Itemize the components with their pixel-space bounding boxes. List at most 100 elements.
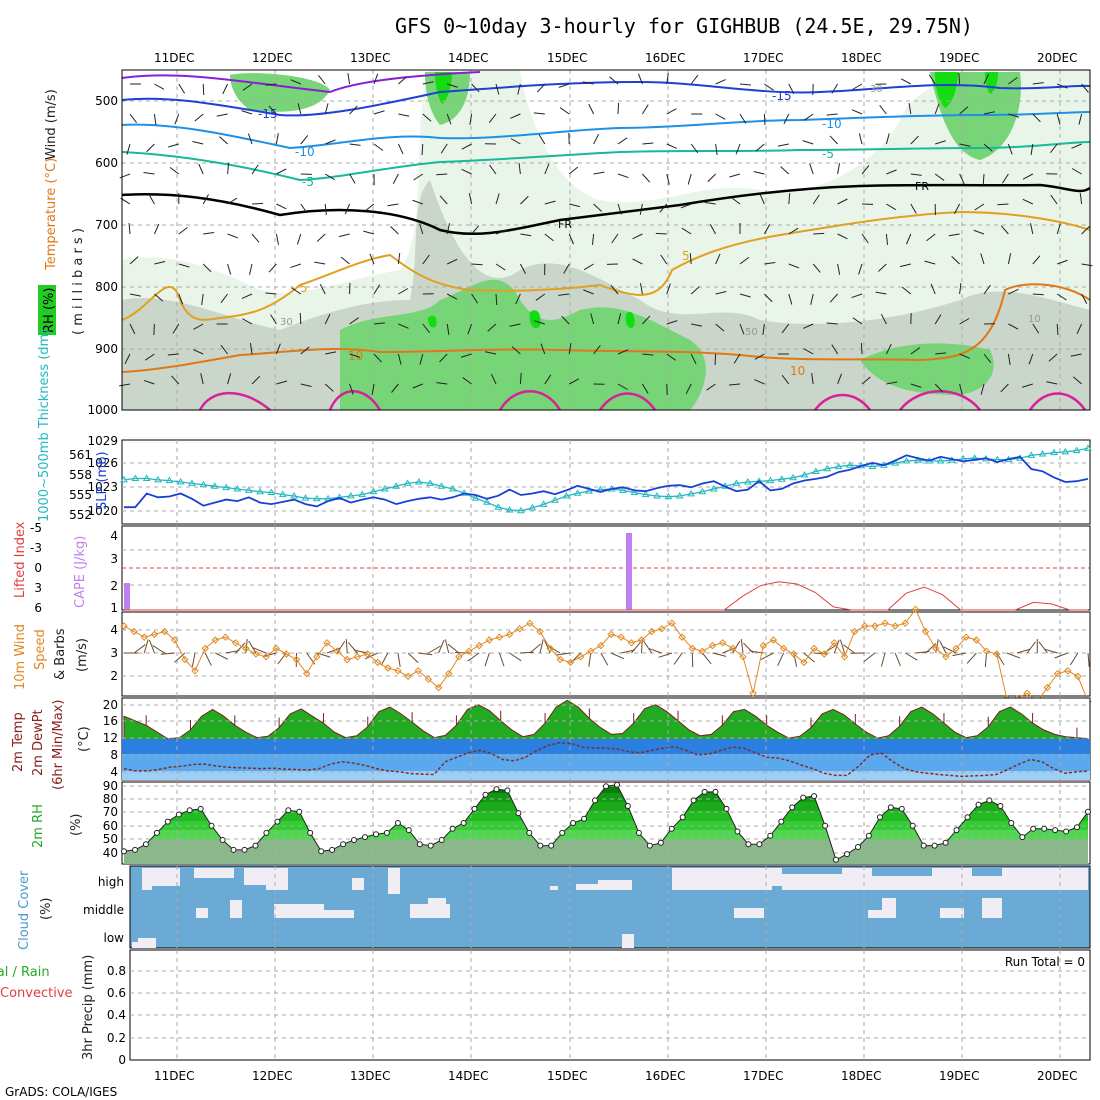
- thickness-point: [834, 462, 843, 470]
- upper-barb: [538, 134, 546, 145]
- rh2m-point: [175, 811, 182, 818]
- upper-barb: [119, 383, 131, 387]
- rh2m-point: [898, 805, 905, 812]
- rh2m-point: [362, 834, 368, 841]
- upper-barb: [860, 342, 863, 355]
- upper-barb: [831, 83, 839, 94]
- upper-barb: [461, 168, 472, 175]
- wind10-point: [475, 641, 483, 650]
- wind10-barb: [952, 652, 967, 657]
- upper-barb: [270, 314, 277, 325]
- wind10-barb: [894, 652, 901, 667]
- wind10-point: [465, 647, 473, 655]
- wind10-barb: [447, 643, 460, 654]
- thickness-point: [267, 488, 276, 495]
- rh2m-point: [416, 841, 423, 848]
- day-label: 19DEC: [939, 51, 979, 65]
- upper-mb-label: ( m i l l i b a r s ): [71, 228, 86, 335]
- cape-bar: [124, 583, 130, 610]
- upper-barb: [154, 293, 164, 302]
- chart-title: GFS 0~10day 3-hourly for GIGHBUB (24.5E,…: [395, 14, 973, 38]
- upper-barb: [583, 263, 594, 271]
- wind10-barb: [397, 652, 401, 667]
- upper-barb: [518, 163, 521, 175]
- upper-barb: [446, 258, 458, 265]
- upper-barb: [910, 135, 919, 145]
- upper-barb: [886, 381, 898, 385]
- wind10-barb: [740, 639, 744, 654]
- day-label: 19DEC: [939, 1069, 979, 1083]
- upper-barb: [880, 313, 887, 325]
- wind10-frame: [121, 611, 1091, 697]
- rh2m-point: [1085, 808, 1091, 815]
- wind10-barb: [641, 638, 643, 654]
- upper-barb: [730, 196, 741, 205]
- wind10-point: [282, 650, 291, 658]
- upper-barb: [878, 263, 887, 272]
- rh2m-point: [537, 842, 544, 849]
- thickness-point: [1084, 444, 1092, 451]
- upper-barb: [569, 203, 580, 208]
- wind10-barb: [813, 652, 829, 655]
- temp2m-panel: 20 16 12 8 4 2m Temp 2m DewPt (6hr Min/M…: [11, 697, 1091, 790]
- wind10-point: [576, 653, 585, 661]
- upper-barb: [391, 383, 399, 393]
- upper-barb: [220, 344, 228, 355]
- precip-conv-label: Convective: [0, 986, 73, 1001]
- upper-barb: [886, 203, 897, 211]
- upper-barb: [324, 203, 327, 215]
- upper-barb: [639, 203, 643, 215]
- wind10-barb: [842, 644, 855, 654]
- upper-barb: [739, 293, 751, 298]
- upper-barb: [300, 203, 308, 214]
- upper-barb: [690, 74, 699, 85]
- slp-series-line: [124, 454, 1089, 509]
- slp-tick: 1023: [87, 480, 118, 494]
- upper-barb: [398, 76, 408, 85]
- wind10-point: [749, 689, 757, 697]
- wind10-label-speed: Speed: [33, 629, 48, 670]
- thickness-point: [335, 493, 344, 500]
- wind10-point: [850, 627, 859, 636]
- cloud-unit: (%): [39, 898, 54, 921]
- contour-freezing: [121, 183, 1091, 236]
- rh2m-point: [920, 842, 927, 849]
- upper-barb: [617, 313, 622, 325]
- day-label: 13DEC: [350, 1069, 390, 1083]
- wind10-point: [181, 655, 189, 664]
- upper-barb: [202, 194, 209, 205]
- upper-barb: [446, 113, 452, 125]
- upper-barb: [980, 253, 985, 265]
- upper-barb: [249, 343, 253, 355]
- wind10-point: [262, 653, 270, 661]
- upper-barb: [201, 293, 204, 305]
- upper-barb: [241, 293, 253, 299]
- wind10-point: [536, 627, 544, 636]
- li-tick: -5: [30, 521, 42, 535]
- rh2m-panel: 90 80 70 60 50 40 2m RH (%): [31, 779, 1091, 865]
- thickness-point: [687, 489, 695, 497]
- upper-barb: [422, 81, 434, 85]
- thickness-point: [766, 476, 775, 484]
- thickness-point: [415, 478, 423, 485]
- precip-tick: 0.8: [107, 964, 126, 978]
- wind10-point: [718, 639, 727, 647]
- upper-barb: [642, 173, 651, 183]
- upper-barb: [398, 288, 409, 295]
- rh2m-point: [679, 814, 686, 821]
- slp-panel: 1029 1026 1023 1020 561 558 555 552 1000…: [37, 329, 1092, 525]
- upper-barb: [706, 383, 716, 391]
- upper-barb: [422, 113, 432, 122]
- wind10-point: [404, 672, 412, 681]
- upper-barb: [1048, 353, 1058, 362]
- wind10-point: [384, 664, 392, 672]
- upper-barb: [910, 203, 917, 214]
- credit: GrADS: COLA/IGES: [5, 1085, 117, 1099]
- upper-barb: [983, 73, 990, 85]
- wind10-point: [394, 667, 402, 675]
- cape-tick: 4: [110, 529, 118, 543]
- upper-barb: [948, 233, 960, 237]
- upper-barb: [275, 343, 281, 355]
- upper-barb: [837, 198, 848, 205]
- upper-barb: [324, 313, 331, 325]
